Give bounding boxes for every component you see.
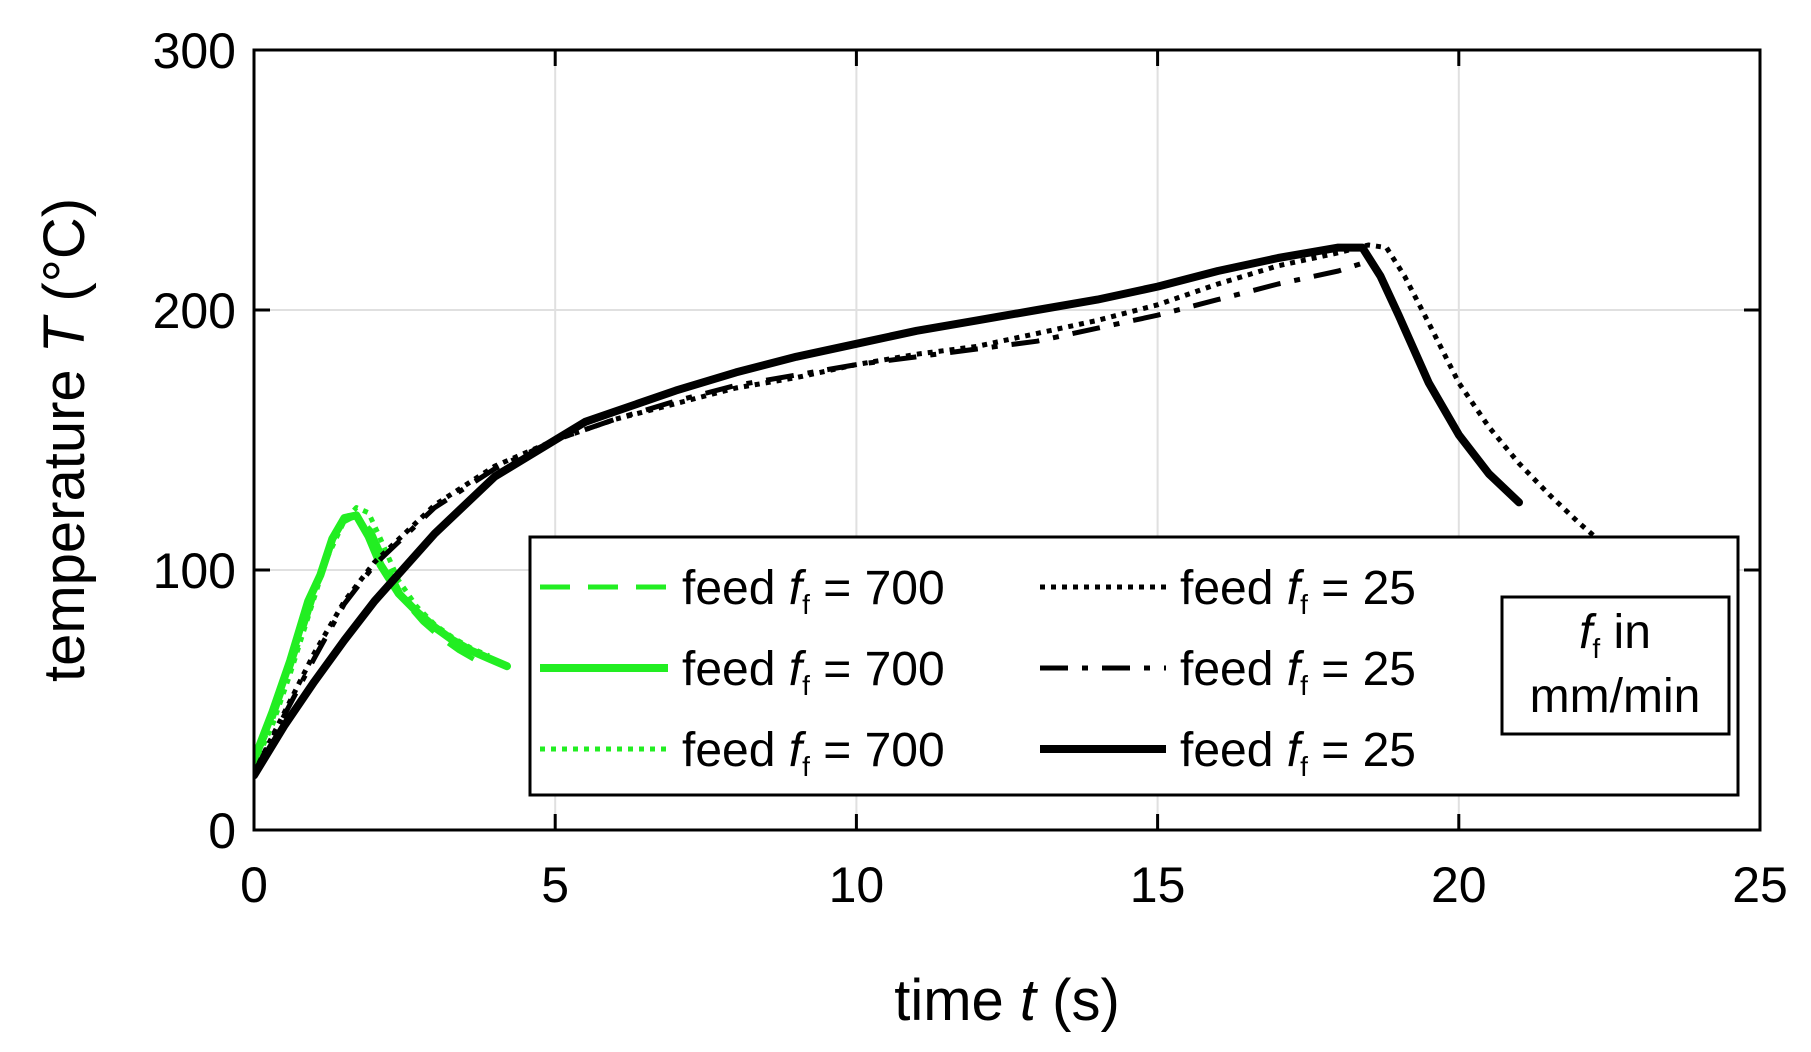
tick-labels: 0 5 10 15 20 25 0 100 200 300: [153, 23, 1788, 913]
legend-label-1: feed ff = 700: [682, 562, 945, 620]
x-tick-label: 15: [1130, 857, 1186, 913]
y-axis-label: temperature T (°C): [32, 198, 97, 682]
legend-label-2: feed ff = 700: [682, 643, 945, 701]
units-note-box: [1500, 595, 1731, 736]
x-tick-label: 5: [541, 857, 569, 913]
x-tick-label: 25: [1732, 857, 1788, 913]
y-tick-label: 100: [153, 543, 236, 599]
x-tick-label: 10: [829, 857, 885, 913]
series-layer: [254, 242, 1606, 780]
plot-frame: [252, 48, 1762, 832]
x-tick-label: 20: [1431, 857, 1487, 913]
units-note-line2: mm/min: [1530, 670, 1701, 723]
series-line-black-solid-6: [254, 243, 1523, 780]
x-axis-label: time t (s): [894, 968, 1120, 1033]
y-tick-label: 0: [208, 803, 236, 859]
legend-label-3: feed ff = 700: [682, 724, 945, 782]
legend: feed ff = 700 feed ff = 700 feed ff = 700 f…: [528, 535, 1740, 797]
legend-label-5: feed ff = 25: [1180, 643, 1416, 701]
series-line-black-dot-4: [254, 242, 1606, 774]
units-note: ff in mm/min: [1500, 595, 1731, 736]
legend-label-6: feed ff = 25: [1180, 724, 1416, 782]
units-note-line1: ff in: [1579, 606, 1651, 664]
x-tick-label: 0: [240, 857, 268, 913]
legend-label-4: feed ff = 25: [1180, 562, 1416, 620]
axis-ticks: [252, 48, 1762, 832]
y-tick-label: 300: [153, 23, 236, 79]
y-tick-label: 200: [153, 283, 236, 339]
